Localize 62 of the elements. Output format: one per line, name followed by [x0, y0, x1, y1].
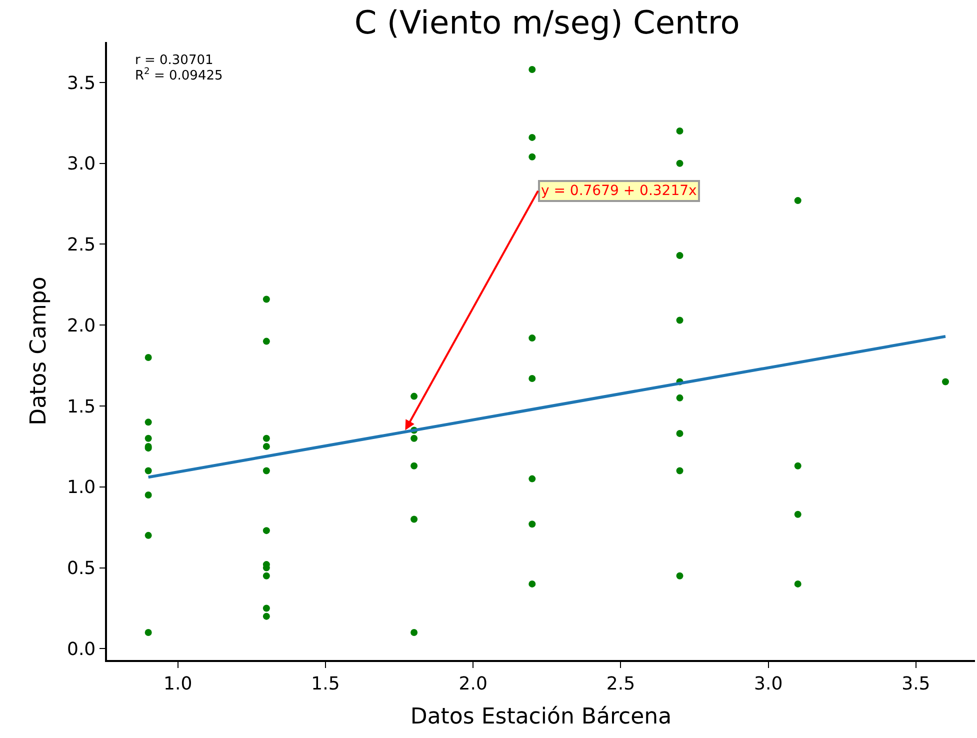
point	[144, 354, 152, 361]
point	[676, 160, 684, 167]
y-tick-label: 1.5	[67, 396, 96, 418]
point	[528, 153, 536, 160]
point	[144, 491, 152, 498]
y-tick-label: 1.0	[67, 477, 96, 498]
point	[262, 296, 270, 303]
x-tick-label: 3.0	[754, 673, 783, 694]
point	[528, 475, 536, 482]
point	[942, 378, 949, 386]
point	[144, 467, 152, 474]
point	[676, 572, 684, 580]
point	[676, 252, 684, 260]
point	[262, 338, 270, 345]
point	[794, 580, 802, 588]
y-tick-label: 2.5	[67, 234, 96, 256]
point	[262, 467, 270, 474]
x-tick-label: 1.0	[164, 673, 192, 694]
point	[794, 462, 802, 470]
x-axis-title: Datos Estación Bárcena	[410, 704, 672, 730]
point	[528, 66, 536, 73]
point	[410, 516, 418, 523]
point	[262, 442, 270, 450]
point	[262, 604, 270, 612]
point	[528, 334, 536, 342]
point	[262, 572, 270, 580]
x-tick-label: 3.5	[902, 673, 930, 694]
point	[144, 629, 152, 636]
annotation: y = 0.7679 + 0.3217x	[541, 183, 697, 199]
point	[262, 527, 270, 534]
point	[676, 430, 684, 438]
point	[262, 612, 270, 620]
point	[144, 532, 152, 539]
point	[676, 467, 684, 474]
point	[676, 394, 684, 402]
point	[410, 462, 418, 470]
point	[262, 434, 270, 442]
annotation: R$^{2}$ = 0.09425	[135, 67, 223, 84]
x-tick-label: 2.5	[606, 673, 636, 694]
point	[144, 434, 152, 442]
y-tick-label: 3.5	[67, 72, 96, 94]
point	[144, 418, 152, 426]
x-tick-label: 2.0	[458, 673, 488, 694]
x-tick-label: 1.5	[311, 673, 340, 694]
point	[794, 510, 802, 518]
point	[528, 520, 536, 528]
point	[676, 127, 684, 134]
point	[410, 434, 418, 442]
y-axis-title: Datos Campo	[26, 276, 52, 426]
point	[528, 134, 536, 141]
y-tick-label: 3.0	[67, 154, 96, 175]
annotation: r = 0.30701	[135, 53, 214, 68]
point	[528, 580, 536, 588]
point	[410, 629, 418, 636]
y-tick-label: 0.0	[67, 638, 96, 660]
y-tick-label: 2.0	[67, 315, 96, 336]
chart-title: C (Viento m/seg) Centro	[354, 3, 740, 42]
point	[794, 197, 802, 204]
point	[676, 316, 684, 324]
y-tick-label: 0.5	[67, 558, 96, 580]
point	[410, 392, 418, 400]
point	[528, 375, 536, 382]
